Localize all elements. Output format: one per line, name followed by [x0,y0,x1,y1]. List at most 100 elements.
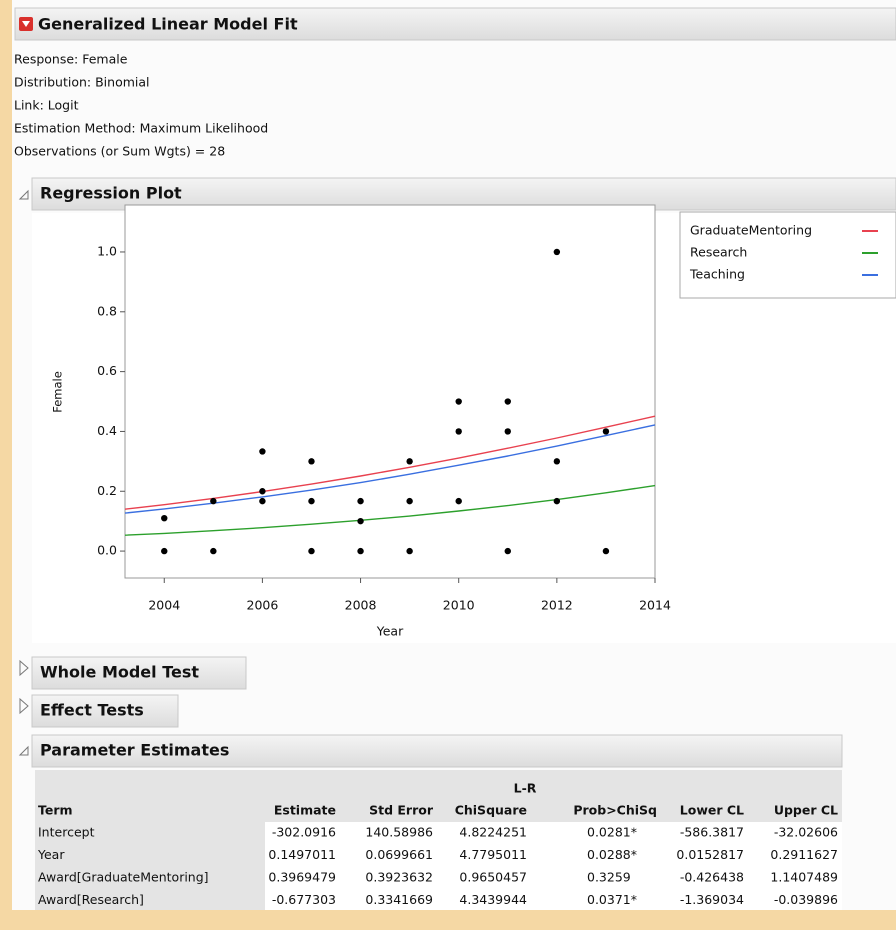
data-point [602,428,610,435]
data-point [553,497,561,505]
disclosure-open[interactable] [18,745,29,756]
table-cell: 4.7795011 [459,847,527,862]
row-term: Award[GraduateMentoring] [38,870,209,885]
row-term: Year [37,847,65,862]
table-cell: -302.0916 [272,825,336,840]
table-cell: 0.3923632 [365,870,433,885]
table-cell: 0.0281* [587,825,637,840]
column-header: Estimate [274,803,336,818]
info-line: Observations (or Sum Wgts) = 28 [14,144,225,159]
info-line: Response: Female [14,52,128,67]
table-cell: -0.426438 [680,870,744,885]
column-header: Term [38,803,73,818]
data-point [602,547,610,555]
data-point [308,547,315,555]
data-point [406,497,413,505]
data-point [455,497,462,505]
table-cell: 140.58986 [365,825,433,840]
data-point [406,458,413,465]
table-cell: 0.2911627 [770,847,838,862]
column-header: Std Error [369,803,434,818]
section-title: Parameter Estimates [40,741,229,760]
table-cell: 0.9650457 [459,870,527,885]
legend-label: Research [690,245,747,260]
info-line: Distribution: Binomial [14,75,150,90]
table-body-bg [265,822,842,910]
data-point [210,497,217,505]
disclosure-closed[interactable] [19,697,29,715]
table-cell: 1.1407489 [770,870,838,885]
table-cell: 0.0371* [587,892,637,907]
term-column-bg [35,822,265,910]
data-point [308,458,315,465]
y-tick-label: 0.4 [97,423,117,438]
fit-line [124,484,656,536]
data-point [455,428,462,435]
data-point [504,547,511,555]
x-axis-label: Year [376,624,404,639]
section-title: Whole Model Test [40,663,199,682]
y-tick-label: 0.8 [97,303,117,318]
section-bar [31,734,843,768]
table-cell: 4.8224251 [459,825,527,840]
info-line: Estimation Method: Maximum Likelihood [14,121,268,136]
section-title: Effect Tests [40,701,144,720]
data-point [210,547,217,555]
column-header: ChiSquare [455,803,527,818]
section-bar[interactable] [31,694,179,728]
legend-box [679,211,896,299]
table-cell: -0.039896 [774,892,838,907]
data-point [259,448,266,455]
y-axis-label: Female [51,371,65,413]
y-tick-label: 0.0 [97,543,117,558]
table-cell: -0.677303 [272,892,336,907]
column-header: Prob>ChiSq [573,803,657,818]
data-point [357,497,364,505]
column-header: Lower CL [680,803,744,818]
table-cell: 0.3259 [587,870,631,885]
table-header-bg [35,770,842,822]
section-bar[interactable] [31,656,247,690]
fit-line [124,424,656,514]
x-tick-label: 2012 [541,598,573,613]
table-cell: 0.0152817 [676,847,744,862]
row-term: Intercept [38,825,95,840]
data-point [161,547,168,555]
data-point [308,497,315,505]
row-term: Award[Research] [38,892,144,907]
y-tick-label: 0.6 [97,363,117,378]
data-point [259,488,266,495]
data-point [259,497,266,505]
table-cell: 0.1497011 [268,847,336,862]
table-cell: 4.3439944 [459,892,527,907]
column-group-label: L-R [514,781,537,796]
data-point [504,428,511,435]
disclosure-open[interactable] [18,189,29,200]
menu-icon-arrow [22,21,30,27]
x-tick-label: 2006 [247,598,279,613]
x-tick-label: 2004 [148,598,180,613]
table-cell: 0.3341669 [365,892,433,907]
data-point [357,547,364,555]
data-point [406,547,413,555]
section-title: Regression Plot [40,184,182,203]
data-point [553,458,561,465]
data-point [455,398,462,405]
table-cell: 0.3969479 [268,870,336,885]
x-tick-label: 2010 [443,598,475,613]
table-cell: -32.02606 [774,825,838,840]
y-tick-label: 0.2 [97,483,117,498]
fit-line [124,415,656,510]
column-header: Upper CL [774,803,838,818]
table-cell: 0.0699661 [365,847,433,862]
legend-label: GraduateMentoring [690,223,812,238]
legend-label: Teaching [689,267,745,282]
table-cell: -586.3817 [680,825,744,840]
y-tick-label: 1.0 [97,243,117,258]
info-line: Link: Logit [14,98,79,113]
disclosure-closed[interactable] [19,659,29,677]
table-cell: 0.0288* [587,847,637,862]
x-tick-label: 2014 [639,598,671,613]
report-title: Generalized Linear Model Fit [38,15,298,34]
